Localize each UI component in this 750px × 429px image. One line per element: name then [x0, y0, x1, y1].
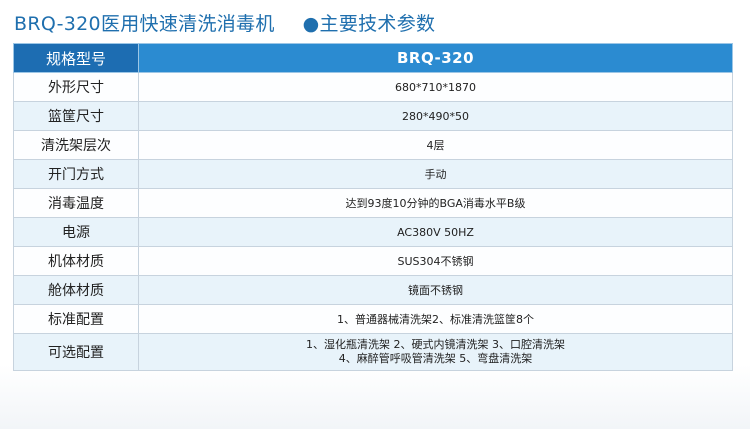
- table-row: 外形尺寸 680*710*1870: [13, 72, 733, 102]
- row-key: 消毒温度: [13, 188, 139, 218]
- row-value: AC380V 50HZ: [138, 217, 733, 247]
- row-value: 280*490*50: [138, 101, 733, 131]
- row-value-line: 1、湿化瓶清洗架 2、硬式内镜清洗架 3、口腔清洗架: [306, 338, 565, 351]
- row-key: 外形尺寸: [13, 72, 139, 102]
- table-header-row: 规格型号 BRQ-320: [13, 43, 733, 73]
- row-value: 手动: [138, 159, 733, 189]
- row-value: 1、普通器械清洗架2、标准清洗篮筐8个: [138, 304, 733, 334]
- table-row: 篮筐尺寸 280*490*50: [13, 101, 733, 131]
- table-row: 机体材质 SUS304不锈钢: [13, 246, 733, 276]
- row-key: 电源: [13, 217, 139, 247]
- table-row: 电源 AC380V 50HZ: [13, 217, 733, 247]
- row-value-line: 4、麻醉管呼吸管清洗架 5、弯盘清洗架: [338, 352, 533, 365]
- row-value: 4层: [138, 130, 733, 160]
- row-key: 机体材质: [13, 246, 139, 276]
- row-key: 可选配置: [13, 333, 139, 371]
- row-value: SUS304不锈钢: [138, 246, 733, 276]
- row-key: 舱体材质: [13, 275, 139, 305]
- row-value: 680*710*1870: [138, 72, 733, 102]
- table-row: 可选配置 1、湿化瓶清洗架 2、硬式内镜清洗架 3、口腔清洗架 4、麻醉管呼吸管清洗…: [13, 333, 733, 371]
- page-title: BRQ-320医用快速清洗消毒机 ●主要技术参数: [14, 9, 435, 36]
- product-title: BRQ-320医用快速清洗消毒机: [14, 13, 275, 35]
- header-key: 规格型号: [13, 43, 139, 73]
- table-row: 清洗架层次 4层: [13, 130, 733, 160]
- table-row: 标准配置 1、普通器械清洗架2、标准清洗篮筐8个: [13, 304, 733, 334]
- row-key: 开门方式: [13, 159, 139, 189]
- spec-table: 规格型号 BRQ-320 外形尺寸 680*710*1870 篮筐尺寸 280*490…: [13, 43, 733, 371]
- row-key: 清洗架层次: [13, 130, 139, 160]
- row-value: 1、湿化瓶清洗架 2、硬式内镜清洗架 3、口腔清洗架 4、麻醉管呼吸管清洗架 5、…: [138, 333, 733, 371]
- header-value: BRQ-320: [138, 43, 733, 73]
- table-row: 舱体材质 镜面不锈钢: [13, 275, 733, 305]
- row-value: 镜面不锈钢: [138, 275, 733, 305]
- table-row: 开门方式 手动: [13, 159, 733, 189]
- section-subtitle: ●主要技术参数: [302, 13, 436, 35]
- row-value: 达到93度10分钟的BGA消毒水平B级: [138, 188, 733, 218]
- row-key: 篮筐尺寸: [13, 101, 139, 131]
- row-key: 标准配置: [13, 304, 139, 334]
- table-row: 消毒温度 达到93度10分钟的BGA消毒水平B级: [13, 188, 733, 218]
